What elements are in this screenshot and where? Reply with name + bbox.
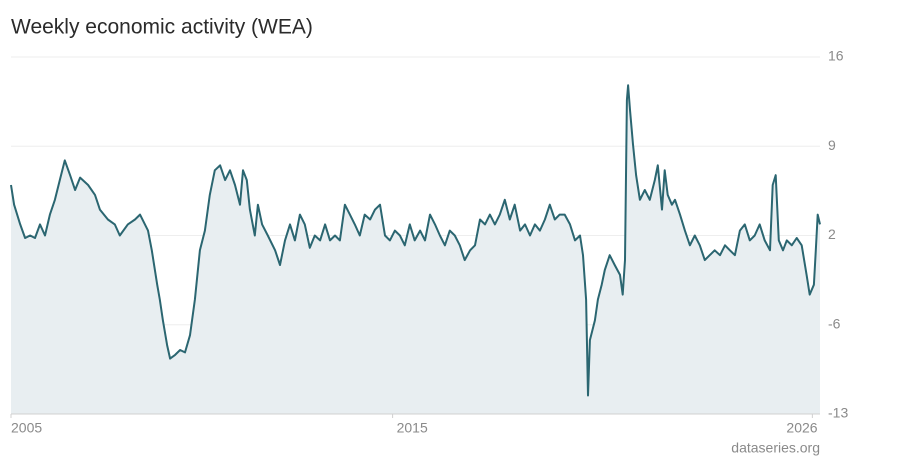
x-tick-label: 2026 — [786, 420, 817, 436]
y-tick-label: -13 — [828, 405, 848, 421]
source-label: dataseries.org — [731, 440, 820, 456]
y-tick-label: -6 — [828, 315, 841, 331]
area-fill — [11, 85, 820, 415]
x-tick-label: 2015 — [397, 420, 428, 436]
x-tick-label: 2005 — [11, 420, 42, 436]
chart-title: Weekly economic activity (WEA) — [11, 16, 313, 39]
y-tick-label: 16 — [828, 48, 844, 64]
line — [10, 84, 821, 397]
y-tick-label: 2 — [828, 226, 836, 242]
y-tick-label: 9 — [828, 137, 836, 153]
